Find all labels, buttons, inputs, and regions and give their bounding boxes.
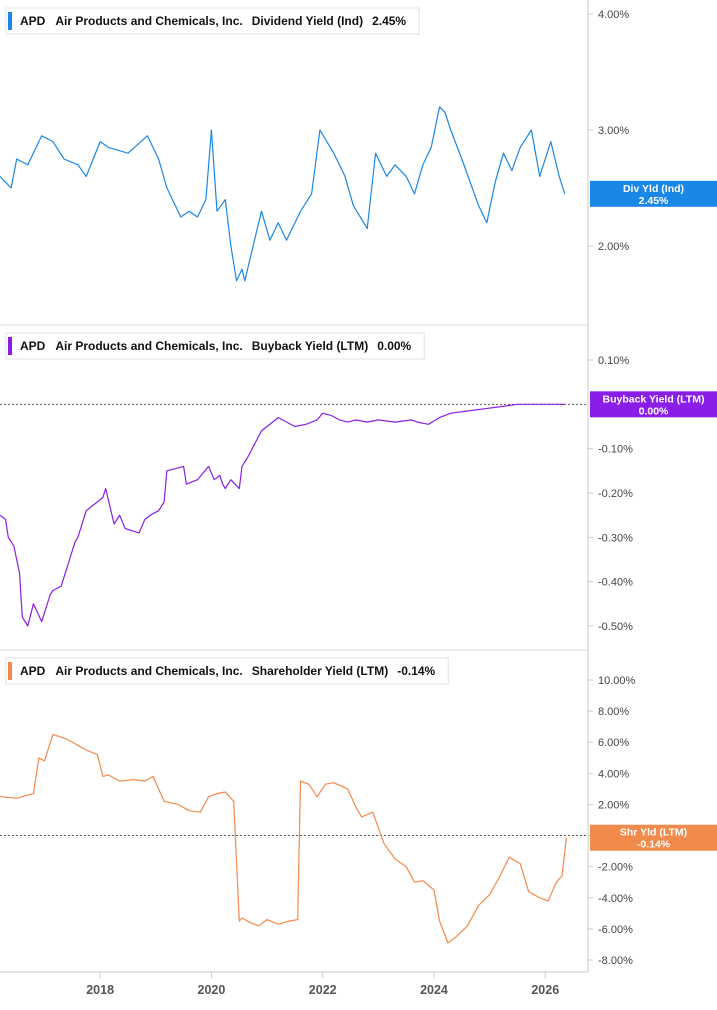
x-tick-label: 2022: [309, 983, 337, 997]
y-tick-label: -0.40%: [598, 577, 633, 589]
header-company: Air Products and Chemicals, Inc.: [55, 664, 242, 678]
flag-value: 0.00%: [639, 405, 669, 417]
series-header-box: [5, 332, 425, 360]
series-color-swatch: [8, 337, 12, 355]
header-ticker: APD: [20, 664, 46, 678]
header-company: Air Products and Chemicals, Inc.: [55, 14, 242, 28]
x-tick-label: 2018: [86, 983, 114, 997]
series-header-box: [5, 657, 449, 685]
shareholder-series-line: [0, 733, 567, 944]
y-tick-label: -2.00%: [598, 862, 633, 874]
header-ticker: APD: [20, 339, 46, 353]
flag-label: Shr Yld (LTM): [620, 827, 687, 839]
y-tick-label: -8.00%: [598, 955, 633, 967]
y-tick-label: -0.50%: [598, 621, 633, 633]
series-color-swatch: [8, 662, 12, 680]
header-metric: Buyback Yield (LTM): [252, 339, 368, 353]
header-metric: Shareholder Yield (LTM): [252, 664, 388, 678]
last-value-flag: [590, 180, 717, 207]
flag-label: Div Yld (Ind): [623, 183, 684, 195]
y-tick-label: -0.30%: [598, 532, 633, 544]
flag-value: 2.45%: [639, 195, 669, 207]
series-color-swatch: [8, 12, 12, 30]
header-company: Air Products and Chemicals, Inc.: [55, 339, 242, 353]
header-metric: Dividend Yield (Ind): [252, 14, 363, 28]
header-value: 2.45%: [372, 14, 406, 28]
y-tick-label: -4.00%: [598, 893, 633, 905]
flag-value: -0.14%: [637, 839, 671, 851]
flag-label: Buyback Yield (LTM): [603, 393, 705, 405]
dividend-series-line: [0, 106, 566, 282]
y-tick-label: 2.00%: [598, 241, 629, 253]
x-tick-label: 2026: [531, 983, 559, 997]
last-value-flag: [590, 824, 717, 851]
y-tick-label: 8.00%: [598, 706, 629, 718]
header-value: -0.14%: [397, 664, 435, 678]
last-value-flag: [590, 391, 717, 418]
y-tick-label: 2.00%: [598, 799, 629, 811]
buyback-series-line: [0, 403, 565, 627]
y-tick-label: 3.00%: [598, 125, 629, 137]
y-tick-label: -0.20%: [598, 488, 633, 500]
y-tick-label: 4.00%: [598, 768, 629, 780]
header-ticker: APD: [20, 14, 46, 28]
y-tick-label: 10.00%: [598, 675, 636, 687]
y-tick-label: -6.00%: [598, 924, 633, 936]
series-header-box: [5, 7, 420, 35]
x-tick-label: 2024: [420, 983, 448, 997]
y-tick-label: 6.00%: [598, 737, 629, 749]
y-tick-label: 0.10%: [598, 355, 629, 367]
x-tick-label: 2020: [198, 983, 226, 997]
header-value: 0.00%: [377, 339, 411, 353]
y-tick-label: -0.10%: [598, 444, 633, 456]
y-tick-label: 4.00%: [598, 9, 629, 21]
